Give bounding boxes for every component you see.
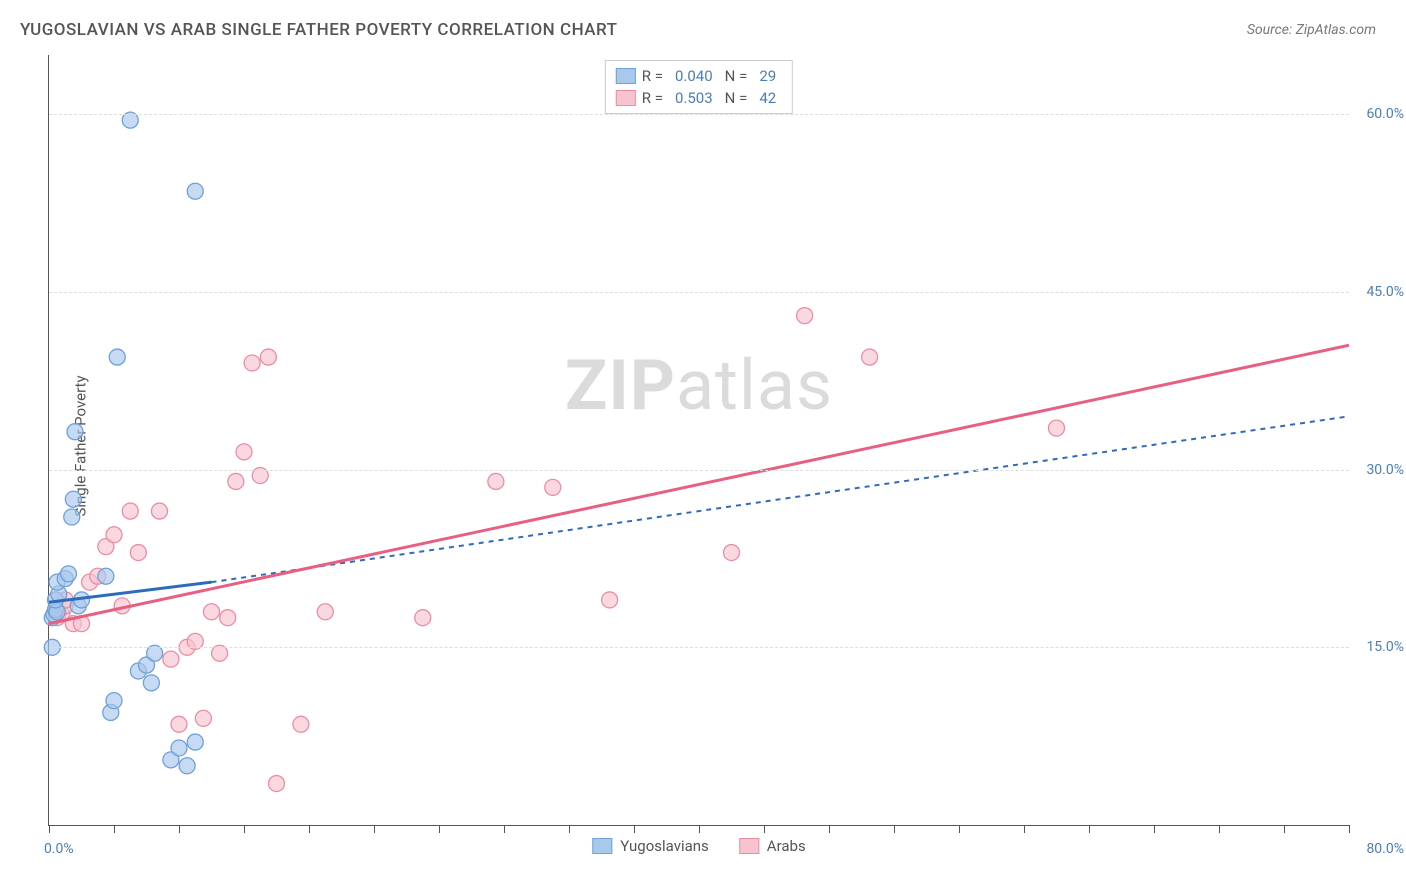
legend-r-value-yugoslavians: 0.040	[675, 67, 713, 85]
x-axis-max-label: 80.0%	[1366, 841, 1404, 857]
legend-item-arabs: Arabs	[739, 837, 806, 855]
legend-swatch-arabs	[739, 838, 759, 854]
legend-series: Yugoslavians Arabs	[592, 837, 805, 855]
chart-svg	[49, 55, 1349, 825]
legend-row-arabs: R = 0.503 N = 42	[614, 87, 784, 109]
legend-item-yugoslavians: Yugoslavians	[592, 837, 709, 855]
legend-r-label: R =	[642, 89, 663, 107]
source-label: Source: ZipAtlas.com	[1247, 22, 1376, 38]
y-tick-label: 15.0%	[1366, 639, 1404, 655]
legend-swatch-yugoslavians	[616, 68, 636, 84]
y-tick-label: 60.0%	[1366, 106, 1404, 122]
legend-n-label: N =	[725, 89, 748, 107]
source-name: ZipAtlas.com	[1296, 22, 1376, 38]
chart-title: YUGOSLAVIAN VS ARAB SINGLE FATHER POVERT…	[20, 20, 618, 40]
plot-area: ZIPatlas R = 0.040 N = 29 R = 0.503 N = …	[48, 55, 1349, 826]
source-prefix: Source:	[1247, 22, 1296, 38]
legend-label-arabs: Arabs	[767, 837, 806, 855]
chart-container: YUGOSLAVIAN VS ARAB SINGLE FATHER POVERT…	[0, 0, 1406, 892]
legend-row-yugoslavians: R = 0.040 N = 29	[614, 65, 784, 87]
legend-n-label: N =	[725, 67, 748, 85]
legend-n-value-arabs: 42	[759, 89, 776, 107]
legend-r-value-arabs: 0.503	[675, 89, 713, 107]
legend-correlation: R = 0.040 N = 29 R = 0.503 N = 42	[605, 60, 793, 114]
legend-swatch-arabs	[616, 90, 636, 106]
y-tick-label: 30.0%	[1366, 462, 1404, 478]
legend-r-label: R =	[642, 67, 663, 85]
x-axis-min-label: 0.0%	[44, 841, 74, 857]
legend-n-value-yugoslavians: 29	[759, 67, 776, 85]
y-tick-label: 45.0%	[1366, 284, 1404, 300]
legend-label-yugoslavians: Yugoslavians	[620, 837, 709, 855]
legend-swatch-yugoslavians	[592, 838, 612, 854]
